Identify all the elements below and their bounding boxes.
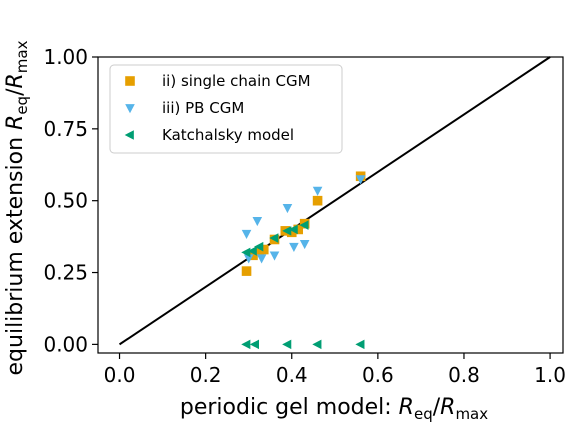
legend: ii) single chain CGM iii) PB CGM Katchalsk…: [109, 64, 343, 154]
data-point: [312, 195, 323, 206]
legend-label: iii) PB CGM: [162, 99, 244, 117]
axes: [97, 56, 564, 354]
data-point: [269, 251, 280, 261]
legend-marker: [124, 130, 134, 140]
series-1-points: [241, 175, 366, 264]
data-point: [241, 229, 252, 240]
identity-reference-line: [118, 56, 551, 346]
legend-box: [109, 64, 343, 154]
x-tick-label: 0.0: [104, 363, 136, 387]
data-point: [254, 241, 264, 252]
series-2-points: [241, 220, 365, 350]
data-point: [282, 339, 292, 350]
data-point: [269, 233, 279, 243]
x-tick-label: 0.8: [448, 363, 480, 387]
data-point: [312, 186, 323, 196]
data-point: [289, 242, 299, 252]
y-tick-label: 0.75: [43, 117, 88, 141]
x-tick-label: 0.2: [190, 363, 222, 387]
data-point: [299, 220, 309, 230]
x-tick-label: 0.6: [362, 363, 394, 387]
data-point: [252, 216, 263, 227]
data-point: [286, 227, 297, 238]
data-point: [258, 244, 269, 255]
data-point: [282, 226, 292, 236]
legend-marker: [125, 104, 135, 114]
x-tick-label: 0.4: [276, 363, 308, 387]
data-point: [248, 250, 258, 261]
data-point: [243, 254, 254, 264]
data-point: [241, 339, 251, 350]
x-tick-label: 1.0: [534, 363, 566, 387]
data-point: [247, 246, 257, 256]
legend-label: ii) single chain CGM: [162, 72, 311, 90]
plot-frame: [97, 56, 564, 354]
legend-marker: [125, 76, 135, 86]
data-point: [288, 224, 298, 235]
data-point: [249, 339, 259, 350]
data-point: [355, 175, 366, 185]
data-point: [282, 204, 293, 214]
data-point: [241, 266, 252, 276]
y-axis-ticks: 0.00 0.25 0.50 0.75 1.00: [43, 45, 98, 356]
data-point: [312, 339, 322, 350]
data-point: [293, 224, 304, 235]
x-axis-ticks: 0.0 0.2 0.4 0.6 0.8 1.0: [104, 353, 566, 387]
data-point: [355, 339, 365, 350]
y-tick-label: 0.00: [43, 332, 88, 356]
y-tick-label: 0.25: [43, 261, 88, 285]
reference-line-layer: [118, 56, 551, 346]
x-axis-label: periodic gel model: Req/Rmax: [180, 395, 488, 423]
data-point: [256, 254, 267, 264]
y-tick-label: 1.00: [43, 45, 88, 69]
data-marks: [241, 171, 366, 350]
legend-label: Katchalsky model: [162, 126, 294, 144]
data-point: [299, 239, 310, 250]
data-point: [241, 247, 251, 258]
y-tick-label: 0.50: [43, 189, 88, 213]
y-axis-label: equilibrium extension Req/Rmax: [3, 40, 31, 375]
